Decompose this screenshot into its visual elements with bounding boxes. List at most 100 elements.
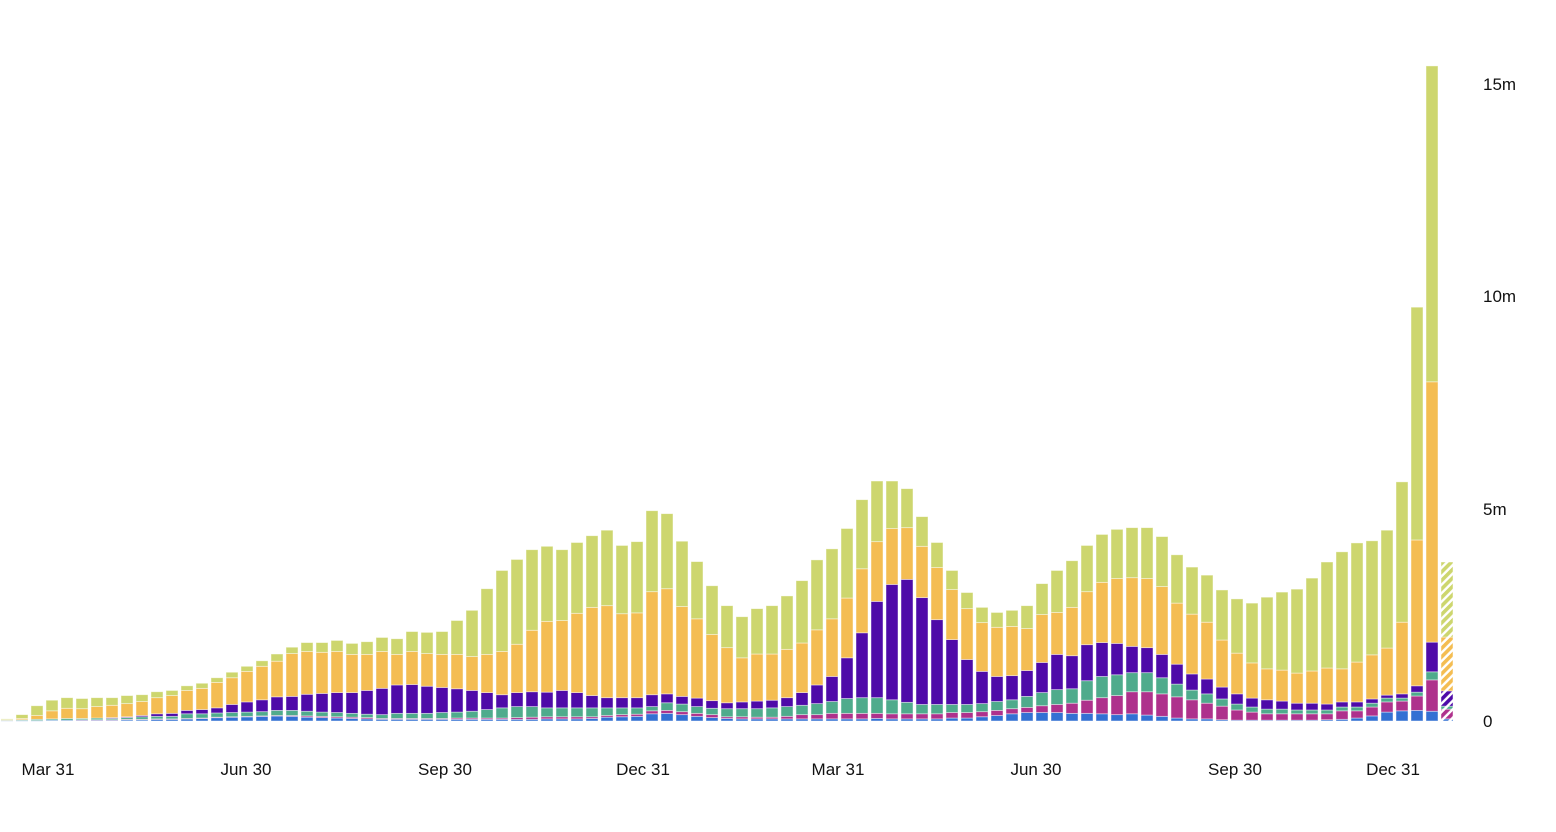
bar-segment [525,549,539,631]
bar-segment [255,699,269,713]
bar-segment [735,616,749,659]
bar-stack [30,705,44,722]
bar-stack [870,480,884,722]
bar-segment [1200,621,1214,680]
x-tick-label: Jun 30 [1010,760,1061,779]
bar-segment [360,713,374,719]
bar-stack [15,714,29,722]
bar-stack [930,542,944,722]
bar-segment [885,713,899,720]
bar-segment [1380,701,1394,713]
bar-segment [780,706,794,717]
bar-segment [975,711,989,718]
bar-segment [645,706,659,712]
bar-segment [915,704,929,715]
bar-segment [465,609,479,657]
bar-segment [885,480,899,529]
bar-segment [570,707,584,718]
bar-segment [465,656,479,691]
bar-segment [1155,536,1169,587]
bar-segment [1095,534,1109,583]
x-tick-label: Mar 31 [22,760,75,779]
bar-segment [540,545,554,622]
bar-stack [225,671,239,722]
bar-segment [270,696,284,711]
bar-segment [810,684,824,705]
bar-segment [1005,609,1019,627]
bar-segment [885,528,899,585]
bar-segment [495,651,509,696]
bar-segment [1350,706,1364,712]
bar-segment [1230,709,1244,721]
bar-segment [1200,574,1214,623]
bar-stack [810,559,824,722]
bar-segment [615,716,629,722]
bar-segment [930,713,944,720]
bar-segment [180,713,194,719]
bar-segment [810,703,824,716]
bar-segment [735,708,749,718]
bar-stack [1290,588,1304,722]
bar-segment [1080,644,1094,682]
bar-segment [765,707,779,718]
bar-segment [210,707,224,714]
bar-segment [120,703,134,718]
bar-segment [1350,701,1364,708]
bar-segment [705,585,719,635]
bar-segment [840,698,854,714]
bar-stack [660,513,674,722]
bar-segment [450,688,464,713]
bar-segment [735,657,749,703]
bar-stack [750,608,764,722]
bar-segment [435,654,449,688]
bar-stack [1005,609,1019,722]
bar-stack [1185,566,1199,722]
bar-stack [1365,540,1379,722]
bar-segment [210,682,224,709]
bar-stack [600,529,614,722]
bar-segment [1170,663,1184,685]
bar-segment [870,601,884,699]
bar-segment [900,578,914,703]
bar-segment [300,651,314,695]
bar-segment [1050,704,1064,713]
bar-segment [1200,678,1214,695]
bar-segment [375,651,389,689]
bar-segment [1350,710,1364,719]
bar-segment [1035,705,1049,713]
bar-segment [645,713,659,722]
bar-segment [1290,672,1304,704]
bar-segment [300,710,314,717]
bar-segment [1140,527,1154,579]
bar-segment [345,654,359,693]
bar-segment [90,706,104,719]
bar-stack [285,646,299,722]
bar-segment [555,620,569,691]
bar-segment [135,701,149,716]
bar-stack [1425,65,1439,722]
bar-segment [855,568,869,634]
bar-stack [885,480,899,722]
bar-segment [1125,577,1139,647]
bar-stack [1095,534,1109,722]
bar-segment [1335,710,1349,720]
bar-segment [1425,641,1439,673]
bar-segment [1245,662,1259,699]
bar-segment [1305,702,1319,711]
bar-segment [1380,694,1394,699]
bar-segment [1425,710,1439,722]
bar-segment [1125,527,1139,579]
bar-segment [240,665,254,672]
bar-segment [1140,672,1154,693]
bar-segment [990,701,1004,711]
bar-segment [1365,702,1379,708]
bar-segment [15,714,29,719]
bar-segment [750,708,764,718]
bar-stack [1110,528,1124,722]
bar-stack [990,612,1004,722]
bar-segment [765,653,779,701]
bar-segment [390,654,404,686]
bar-segment [405,684,419,714]
bar-segment [1410,710,1424,722]
bar-segment [900,527,914,580]
